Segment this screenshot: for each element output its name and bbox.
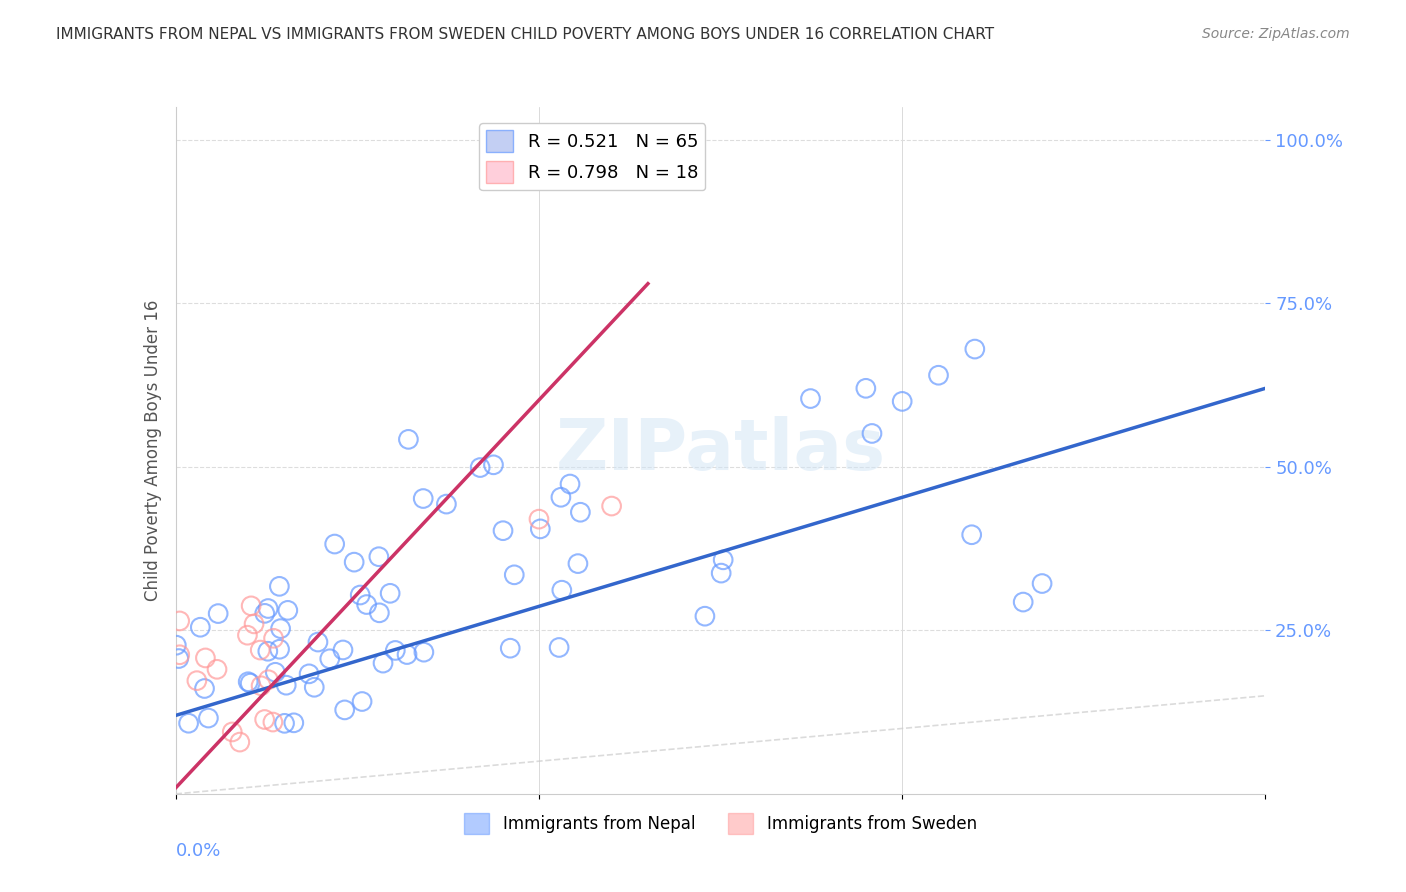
Point bbox=[499, 641, 522, 656]
Point bbox=[367, 549, 389, 564]
Point bbox=[569, 505, 592, 519]
Point bbox=[269, 642, 291, 657]
Point bbox=[567, 557, 589, 571]
Point bbox=[963, 342, 986, 356]
Point bbox=[193, 681, 215, 696]
Point bbox=[928, 368, 950, 383]
Point bbox=[262, 714, 284, 729]
Legend: Immigrants from Nepal, Immigrants from Sweden: Immigrants from Nepal, Immigrants from S… bbox=[457, 807, 984, 840]
Point bbox=[169, 648, 191, 662]
Point bbox=[1012, 595, 1035, 609]
Point bbox=[551, 583, 574, 598]
Point bbox=[371, 656, 394, 670]
Point bbox=[319, 652, 342, 666]
Point bbox=[323, 537, 346, 551]
Point bbox=[238, 674, 260, 689]
Point bbox=[600, 499, 623, 513]
Point bbox=[194, 651, 217, 665]
Point bbox=[250, 679, 273, 693]
Point bbox=[529, 522, 551, 536]
Point bbox=[257, 601, 280, 615]
Point bbox=[264, 665, 287, 680]
Point bbox=[165, 638, 187, 652]
Text: 0.0%: 0.0% bbox=[176, 842, 221, 860]
Point bbox=[253, 607, 276, 621]
Point bbox=[240, 599, 263, 613]
Point bbox=[482, 458, 505, 472]
Point bbox=[186, 673, 208, 688]
Point bbox=[412, 645, 434, 659]
Point bbox=[527, 512, 550, 526]
Y-axis label: Child Poverty Among Boys Under 16: Child Poverty Among Boys Under 16 bbox=[143, 300, 162, 601]
Text: ZIPatlas: ZIPatlas bbox=[555, 416, 886, 485]
Point bbox=[197, 711, 219, 725]
Point bbox=[412, 491, 434, 506]
Point bbox=[207, 607, 229, 621]
Point bbox=[249, 643, 271, 657]
Point bbox=[277, 603, 299, 617]
Point bbox=[283, 715, 305, 730]
Point bbox=[236, 628, 259, 642]
Point bbox=[710, 566, 733, 580]
Point bbox=[503, 567, 526, 582]
Point bbox=[221, 725, 243, 739]
Point bbox=[378, 586, 401, 600]
Point bbox=[548, 640, 571, 655]
Point bbox=[349, 588, 371, 602]
Point bbox=[253, 713, 276, 727]
Point bbox=[239, 676, 262, 690]
Point bbox=[167, 651, 190, 665]
Point bbox=[384, 643, 406, 657]
Text: IMMIGRANTS FROM NEPAL VS IMMIGRANTS FROM SWEDEN CHILD POVERTY AMONG BOYS UNDER 1: IMMIGRANTS FROM NEPAL VS IMMIGRANTS FROM… bbox=[56, 27, 994, 42]
Point bbox=[270, 622, 292, 636]
Point bbox=[177, 716, 200, 731]
Point bbox=[891, 394, 914, 409]
Point bbox=[799, 392, 821, 406]
Point bbox=[368, 606, 391, 620]
Point bbox=[550, 490, 572, 504]
Point bbox=[711, 553, 734, 567]
Point bbox=[470, 460, 492, 475]
Point bbox=[169, 614, 191, 628]
Point bbox=[436, 497, 458, 511]
Point bbox=[960, 527, 983, 541]
Point bbox=[263, 632, 285, 646]
Point bbox=[356, 598, 378, 612]
Point bbox=[333, 703, 356, 717]
Point bbox=[205, 662, 228, 676]
Point bbox=[352, 694, 374, 708]
Point bbox=[269, 579, 291, 593]
Point bbox=[693, 609, 716, 624]
Point bbox=[256, 644, 278, 658]
Point bbox=[855, 381, 877, 395]
Point bbox=[257, 673, 280, 687]
Text: Source: ZipAtlas.com: Source: ZipAtlas.com bbox=[1202, 27, 1350, 41]
Point bbox=[298, 666, 321, 681]
Point bbox=[1031, 576, 1053, 591]
Point bbox=[343, 555, 366, 569]
Point bbox=[243, 616, 266, 631]
Point bbox=[229, 735, 252, 749]
Point bbox=[304, 680, 326, 694]
Point bbox=[558, 477, 581, 491]
Point bbox=[276, 678, 298, 692]
Point bbox=[492, 524, 515, 538]
Point bbox=[332, 643, 354, 657]
Point bbox=[273, 716, 295, 731]
Point bbox=[395, 648, 418, 662]
Point bbox=[307, 635, 329, 649]
Point bbox=[860, 426, 883, 441]
Point bbox=[396, 433, 419, 447]
Point bbox=[188, 620, 211, 634]
